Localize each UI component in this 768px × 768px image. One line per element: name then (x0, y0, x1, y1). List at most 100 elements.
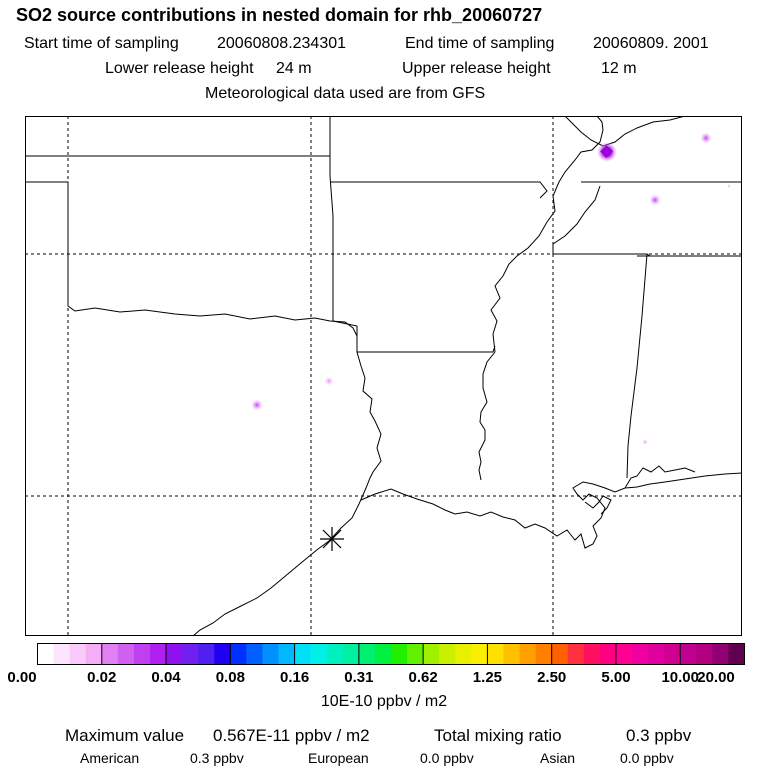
total-mixing-value: 0.3 ppbv (626, 726, 692, 745)
colorbar-cell (455, 643, 472, 665)
end-time-value: 20060809. 2001 (593, 35, 709, 52)
colorbar-tick-label: 0.62 (408, 669, 438, 686)
colorbar-cell (101, 643, 119, 665)
colorbar-cell (503, 643, 521, 665)
colorbar-units: 10E-10 ppbv / m2 (320, 693, 448, 710)
total-mixing-label: Total mixing ratio (434, 726, 562, 745)
concentration-spots (251, 132, 731, 445)
colorbar-cell (407, 643, 424, 665)
state-border (329, 116, 334, 321)
colorbar-cell (342, 643, 360, 665)
colorbar-cell (648, 643, 665, 665)
state-border (25, 181, 358, 337)
concentration-spot (700, 132, 712, 144)
colorbar-tick-label: 0.31 (344, 669, 374, 686)
colorbar-cell (85, 643, 103, 665)
region-value-european: 0.0 ppbv (420, 750, 474, 766)
colorbar-cell (487, 643, 505, 665)
coastline (584, 495, 612, 515)
coastline (192, 320, 382, 636)
concentration-spot (642, 439, 648, 445)
colorbar-cell (53, 643, 71, 665)
colorbar-tick-label: 0.02 (87, 669, 117, 686)
colorbar-cell (632, 643, 649, 665)
concentration-spot (727, 184, 731, 188)
colorbar-tick-label: 0.00 (7, 669, 37, 686)
river-border (490, 116, 604, 353)
colorbar-cell (535, 643, 553, 665)
region-value-american: 0.3 ppbv (190, 750, 244, 766)
colorbar-cell (664, 643, 681, 665)
lower-height-value: 24 m (276, 60, 312, 77)
colorbar-tick-label: 1.25 (472, 669, 503, 686)
colorbar-cell (519, 643, 537, 665)
colorbar-cell (471, 643, 489, 665)
river-border (564, 116, 686, 147)
colorbar-cell (166, 643, 183, 665)
colorbar-cell (310, 643, 328, 665)
lower-height-label: Lower release height (105, 60, 254, 77)
colorbar-cell (182, 643, 199, 665)
colorbar-cell (423, 643, 440, 665)
colorbar-cell (680, 643, 697, 665)
colorbar-cell (278, 643, 296, 665)
state-border (478, 351, 496, 481)
colorbar-cell (149, 643, 167, 665)
colorbar-tick-label: 0.08 (215, 669, 245, 686)
region-name-asian: Asian (540, 750, 576, 766)
start-time-value: 20060808.234301 (217, 35, 347, 52)
colorbar-tick-label: 0.16 (279, 669, 310, 686)
colorbar-cell (198, 643, 215, 665)
colorbar-tick-label: 5.00 (601, 669, 631, 686)
upper-height-value: 12 m (601, 60, 637, 77)
end-time-label: End time of sampling (405, 35, 555, 52)
colorbar-cell (728, 643, 745, 665)
colorbar-cell (439, 643, 456, 665)
upper-height-label: Upper release height (402, 60, 551, 77)
state-border (330, 181, 548, 199)
concentration-spot (649, 194, 661, 206)
colorbar-cell (615, 643, 633, 665)
colorbar-cell (246, 643, 264, 665)
colorbar-cell (133, 643, 151, 665)
colorbar-tick-label: 10.00 (661, 669, 699, 686)
plot-title: SO2 source contributions in nested domai… (16, 5, 543, 25)
colorbar-cell (567, 643, 585, 665)
colorbar-cell (117, 643, 135, 665)
colorbar-cell (599, 643, 617, 665)
coastline (624, 465, 696, 489)
source-location-asterisk (320, 527, 344, 551)
colorbar-cell (374, 643, 392, 665)
state-borders (25, 116, 742, 636)
colorbar-cell (214, 643, 231, 665)
map-panel (25, 116, 742, 636)
map-frame (25, 116, 742, 636)
colorbar-frame (37, 643, 745, 665)
concentration-spot (324, 376, 334, 386)
colorbar-cell (326, 643, 344, 665)
colorbar-cell (583, 643, 601, 665)
state-border (552, 185, 601, 254)
start-time-label: Start time of sampling (24, 35, 179, 52)
colorbar (37, 643, 745, 665)
colorbar-cell (358, 643, 376, 665)
colorbar-tick-label: 2.50 (537, 669, 567, 686)
region-name-european: European (308, 750, 369, 766)
concentration-spot (251, 399, 263, 411)
colorbar-cell (262, 643, 280, 665)
colorbar-cell (230, 643, 247, 665)
colorbar-cell (696, 643, 713, 665)
colorbar-tick-label: 0.04 (151, 669, 181, 686)
colorbar-tick-label: 20.00 (697, 669, 735, 686)
colorbar-cell (69, 643, 87, 665)
max-value: 0.567E-11 ppbv / m2 (213, 726, 370, 745)
colorbar-cell (712, 643, 730, 665)
region-name-american: American (80, 750, 140, 766)
met-data-note: Meteorological data used are from GFS (205, 85, 486, 102)
colorbar-cell (37, 643, 55, 665)
colorbar-cell (294, 643, 312, 665)
state-border (626, 253, 648, 479)
colorbar-cell (391, 643, 408, 665)
colorbar-cell (551, 643, 569, 665)
max-value-label: Maximum value (65, 726, 185, 745)
